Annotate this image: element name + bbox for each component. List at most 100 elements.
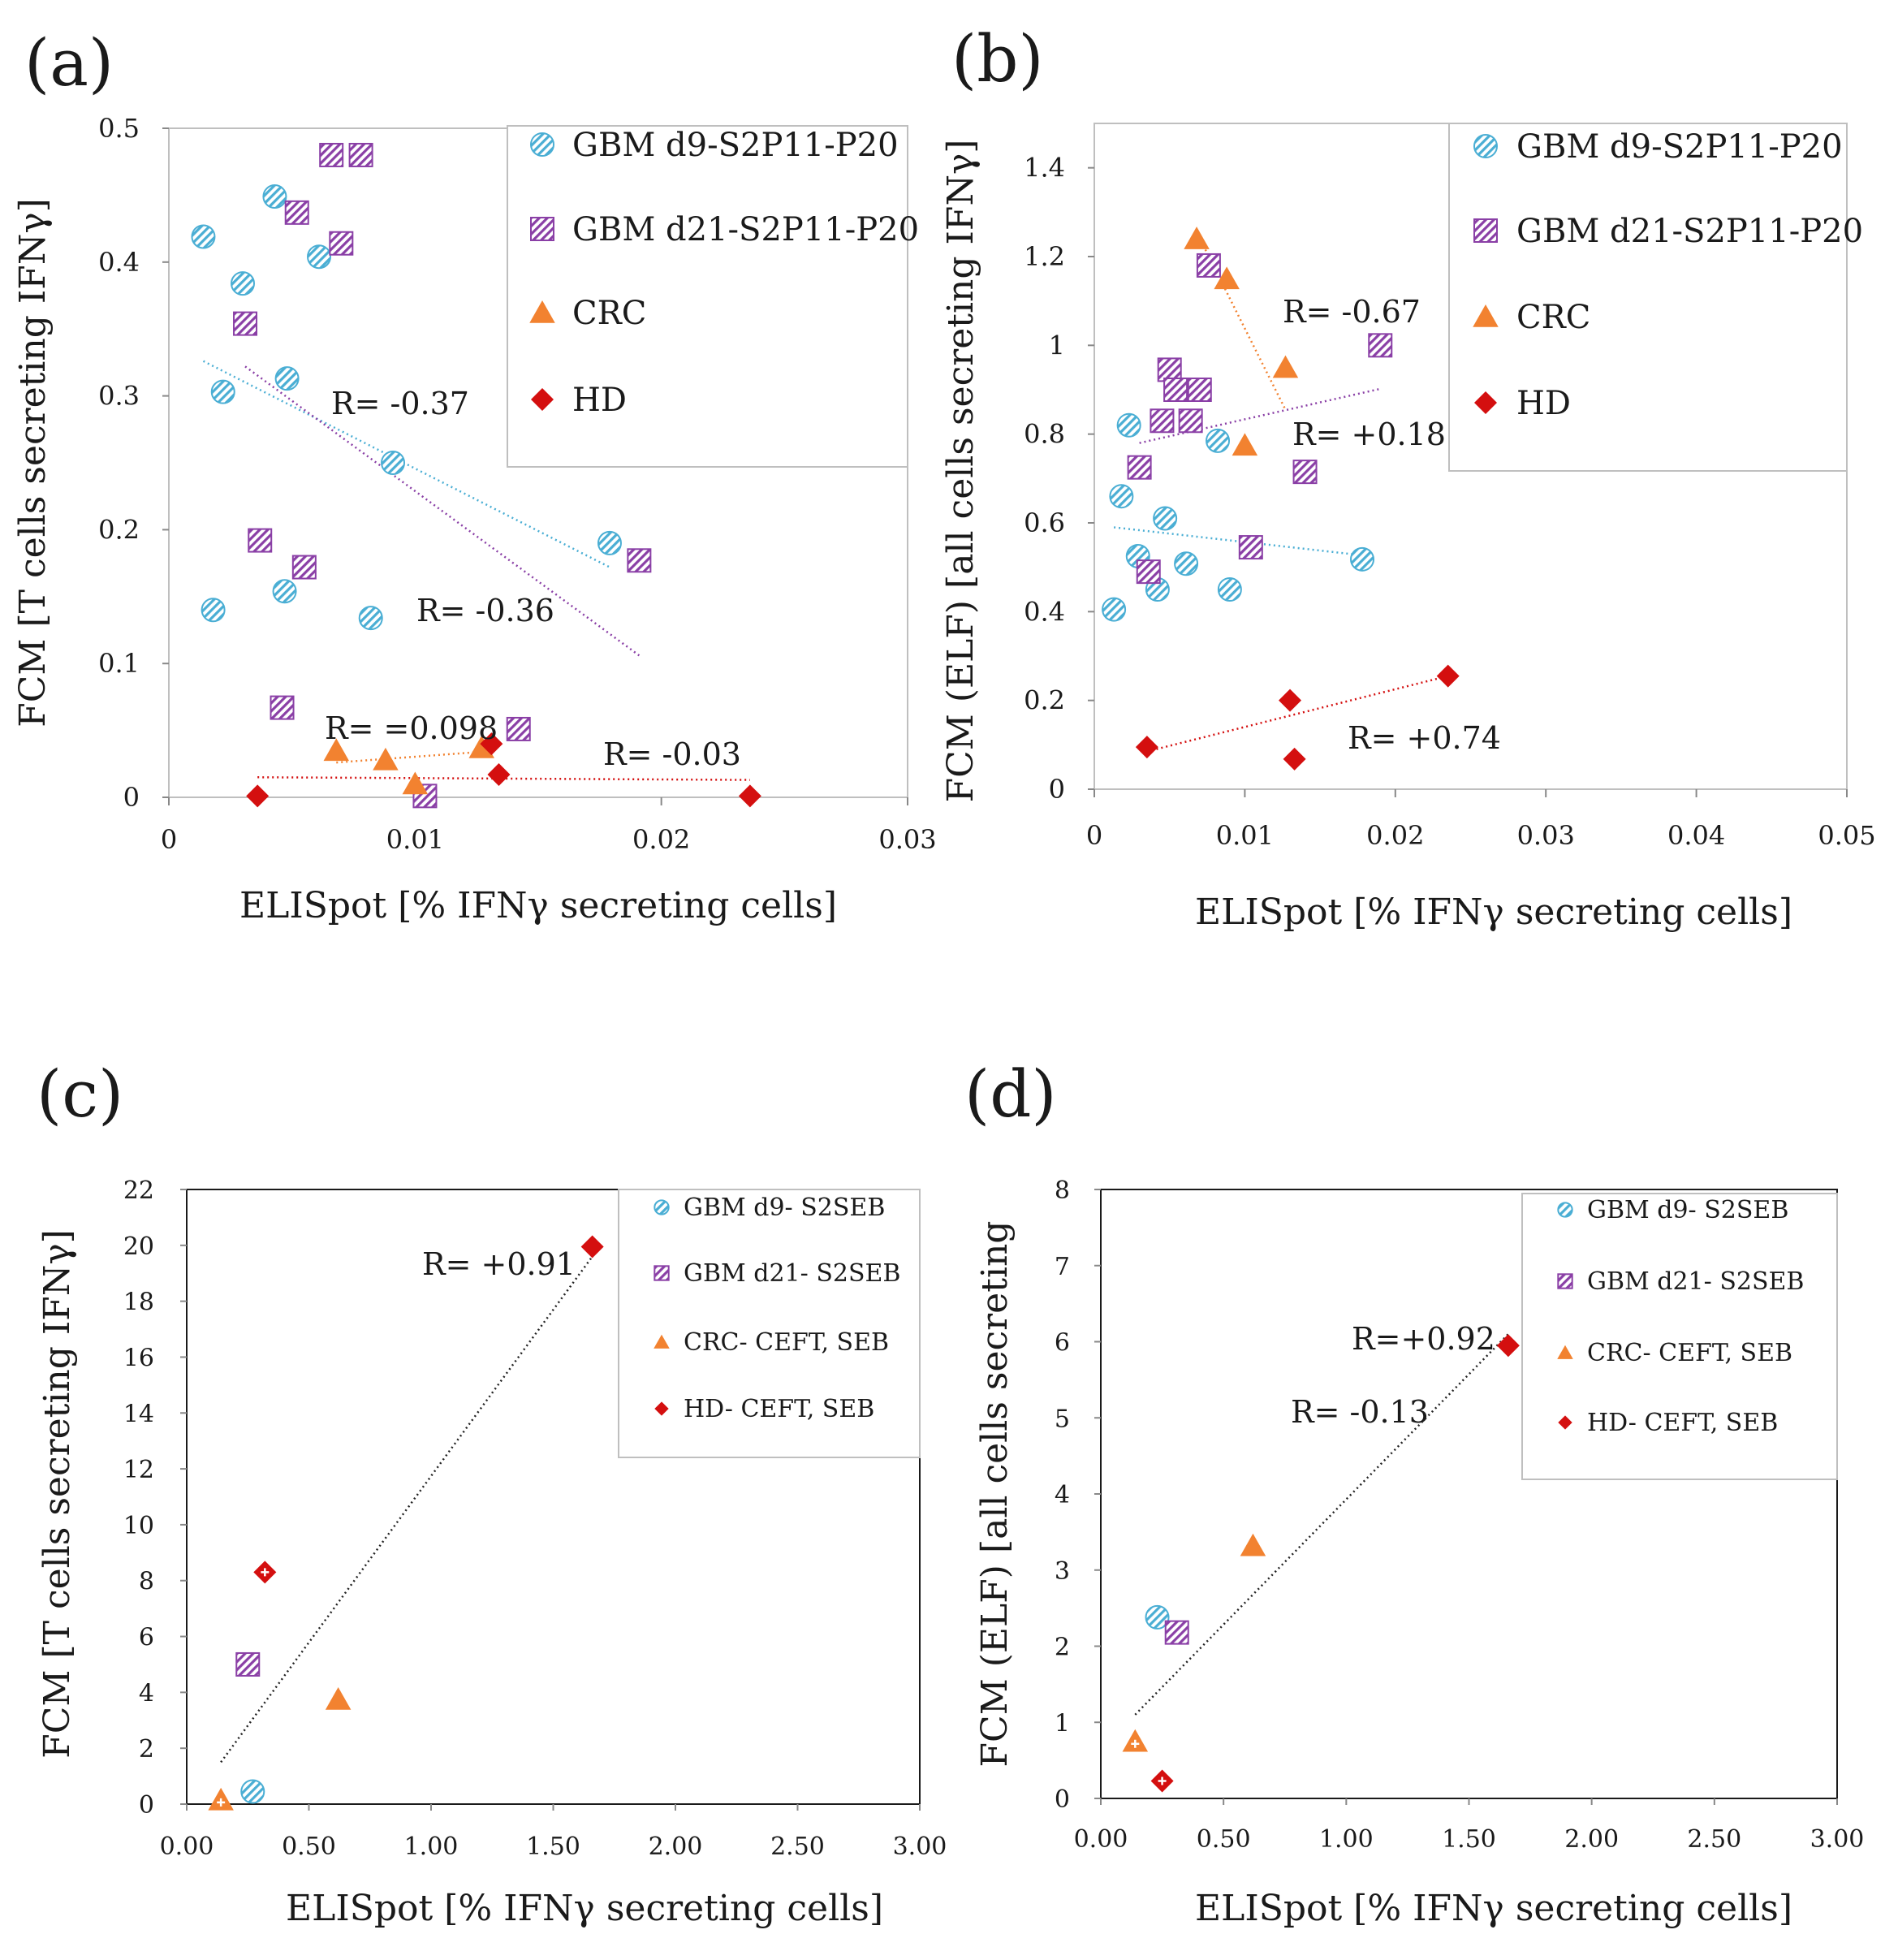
data-point-crc [402, 771, 429, 795]
data-point-crc [323, 738, 350, 762]
x-axis-label: ELISpot [% IFNγ secreting cells] [1195, 891, 1792, 933]
trend-line-gbm_d21 [1139, 387, 1381, 444]
data-point-gbm_d21 [319, 142, 344, 167]
legend-box [507, 125, 908, 468]
x-tick-label: 0.03 [1517, 820, 1575, 851]
correlation-label-gbm_d21: R= -0.36 [416, 593, 554, 628]
data-point-gbm_d9 [240, 1779, 265, 1804]
x-tick-label: 1.50 [526, 1833, 580, 1861]
y-axis-label: FCM [T cells secreting IFNγ] [37, 1229, 78, 1759]
y-tick-label: 18 [123, 1289, 154, 1317]
x-tick-label: 0.04 [1667, 820, 1725, 851]
y-tick-label: 20 [123, 1233, 154, 1261]
data-point-gbm_d21 [348, 142, 373, 167]
legend-label-gbm_d9: GBM d9-S2P11-P20 [572, 127, 899, 164]
legend-label-hd: HD [1516, 385, 1571, 422]
data-point-hd [1150, 1769, 1174, 1793]
legend-marker-hd [654, 1401, 669, 1416]
y-tick-label: 2 [139, 1735, 154, 1764]
x-tick-label: 2.00 [649, 1833, 703, 1861]
correlation-label-hd: R= -0.03 [603, 736, 741, 772]
y-tick-label: 8 [139, 1568, 154, 1596]
y-tick-label: 7 [1055, 1253, 1070, 1281]
legend-label-gbm_d21: GBM d21-S2P11-P20 [1516, 213, 1863, 250]
x-tick-label: 3.00 [1810, 1825, 1865, 1854]
y-tick-label: 4 [139, 1679, 154, 1707]
data-point-crc [1184, 227, 1210, 249]
data-point-gbm_d21 [1136, 559, 1161, 585]
data-point-gbm_d9 [262, 184, 287, 209]
legend-marker-gbm_d21 [1473, 218, 1498, 243]
x-tick-label: 0.03 [878, 824, 936, 855]
y-tick-label: 4 [1055, 1481, 1070, 1509]
data-point-crc [1214, 266, 1240, 290]
correlation-label-crc: R= -0.67 [1283, 294, 1421, 330]
data-point-hd [480, 732, 503, 756]
x-tick-label: 3.00 [893, 1833, 947, 1861]
data-point-gbm_d9 [358, 606, 383, 631]
correlation-label-hd: R= +0.74 [1348, 720, 1501, 756]
y-tick-label: 0.3 [98, 381, 140, 412]
y-tick-label: 1.2 [1024, 241, 1065, 272]
legend-label-gbm_d21: GBM d21- S2SEB [684, 1259, 900, 1288]
x-tick-label: 0.05 [1818, 820, 1875, 851]
data-point-hd [1279, 689, 1302, 712]
legend-marker-gbm_d9 [1557, 1202, 1573, 1218]
trend-line-hd [257, 776, 750, 781]
panel-label: (a) [24, 25, 114, 101]
x-tick-label: 1.00 [1319, 1825, 1374, 1854]
y-axis-label: FCM (ELF) [all cells secreting [974, 1221, 1016, 1768]
data-point-crc [373, 747, 399, 771]
correlation-label-gbm_d9: R= -0.37 [331, 386, 469, 421]
y-tick-label: 1.4 [1024, 153, 1065, 183]
legend-marker-gbm_d9 [654, 1199, 670, 1215]
y-tick-label: 0 [123, 782, 140, 813]
trend-line-gbm_d9 [1113, 526, 1363, 557]
x-tick-label: 2.00 [1564, 1825, 1619, 1854]
y-axis-label: FCM [T cells secreting IFNγ] [12, 198, 54, 727]
data-point-crc [1122, 1729, 1149, 1752]
data-point-gbm_d9 [272, 579, 297, 604]
data-point-gbm_d9 [201, 598, 226, 623]
x-tick-label: 2.50 [1687, 1825, 1741, 1854]
legend-marker-gbm_d9 [1473, 134, 1498, 158]
y-tick-label: 0 [1049, 774, 1065, 805]
data-point-hd [487, 762, 511, 786]
y-tick-label: 0.5 [98, 113, 140, 144]
chart-panel-1: 0 0.01 0.02 0.03 0 0.1 0.2 0.3 0.4 0.5 ELISpot [% … [12, 25, 937, 926]
correlation-label: R=+0.92 [1352, 1321, 1495, 1357]
legend-marker-crc [1473, 304, 1499, 327]
data-point-hd [1283, 747, 1306, 771]
legend-label-crc: CRC- CEFT, SEB [1587, 1339, 1792, 1367]
y-tick-label: 6 [1055, 1329, 1070, 1358]
chart-panel-3: 0.00 0.50 1.00 1.50 2.00 2.50 3.00 0 2 4 6 8 10 12 14 1… [37, 1056, 947, 1929]
correlation-label-gbm_d9: R= -0.13 [1291, 1394, 1429, 1430]
correlation-label: R= +0.91 [422, 1246, 576, 1282]
data-point-crc [208, 1787, 234, 1811]
data-point-gbm_d21 [1150, 408, 1175, 434]
y-tick-label: 3 [1055, 1557, 1070, 1586]
data-point-gbm_d21 [1164, 1620, 1189, 1645]
x-tick-label: 0.02 [1366, 820, 1424, 851]
data-point-gbm_d21 [627, 548, 652, 573]
x-tick-label: 0.50 [1197, 1825, 1251, 1854]
legend-marker-gbm_d21 [654, 1265, 670, 1281]
data-point-gbm_d21 [235, 1651, 261, 1677]
y-tick-label: 2 [1055, 1634, 1070, 1662]
legend-marker-gbm_d21 [1557, 1273, 1573, 1289]
y-tick-label: 0.4 [1024, 596, 1065, 627]
panel-label: (b) [951, 21, 1044, 97]
legend: GBM d9- S2SEB GBM d21- S2SEB CRC- CEFT, SE… [1521, 1193, 1838, 1480]
y-tick-label: 10 [123, 1512, 154, 1540]
correlation-label-gbm_d21: R= +0.18 [1292, 417, 1446, 452]
data-point-hd [246, 784, 270, 808]
data-point-gbm_d9 [307, 244, 332, 270]
legend-label-crc: CRC [572, 295, 646, 332]
data-point-gbm_d9 [1350, 546, 1375, 572]
data-point-gbm_d21 [1178, 408, 1203, 434]
y-tick-label: 0.1 [98, 648, 140, 679]
legend-box [1448, 123, 1848, 472]
data-point-gbm_d9 [1174, 551, 1199, 576]
data-point-gbm_d9 [1116, 412, 1141, 438]
legend-marker-hd [531, 388, 554, 411]
